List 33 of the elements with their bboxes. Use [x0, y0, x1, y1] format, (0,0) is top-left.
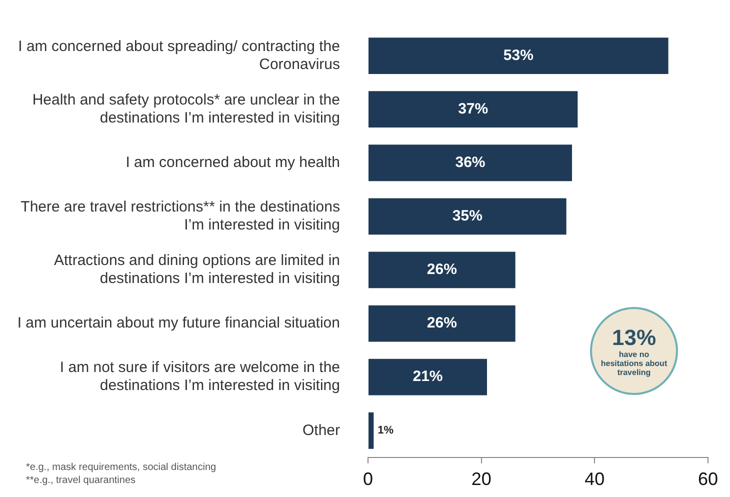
- x-tick-label: 20: [471, 469, 492, 490]
- text: **e.g., travel quarantines: [26, 474, 137, 487]
- data-label: 53%: [503, 46, 534, 64]
- bar: [368, 198, 566, 235]
- y-tick-label: I am concerned about my health: [126, 154, 340, 172]
- data-label: 1%: [378, 424, 394, 437]
- x-tick-label: 60: [698, 469, 718, 490]
- x-tick-label: 40: [584, 469, 605, 490]
- bar: [368, 91, 578, 128]
- y-tick-label: Other: [302, 422, 340, 439]
- bar: [368, 38, 668, 74]
- bar: [368, 412, 374, 449]
- data-label: 36%: [455, 154, 486, 172]
- y-tick-label: There are travel restrictions** in the destinations I’m interested in visiting: [20, 198, 340, 234]
- y-tick-label: Health and safety protocols* are unclear in the destinations I’m interested in visiting: [32, 91, 340, 126]
- data-label: 26%: [426, 261, 457, 278]
- bar: [368, 252, 516, 288]
- bar: [368, 305, 516, 342]
- text: *e.g., mask requirements, social distancing: [26, 461, 216, 474]
- y-tick-label: I am uncertain about my future financial situation: [17, 314, 340, 332]
- y-tick-label: I am concerned about spreading/ contracting the Coronavirus: [18, 38, 340, 73]
- bar: [368, 358, 487, 396]
- y-tick-label: Attractions and dining options are limited in destinations I’m interested in visiting: [54, 252, 340, 288]
- data-label: 37%: [458, 100, 488, 118]
- annotation: have no hesitations about traveling: [600, 350, 668, 376]
- data-label: 26%: [426, 314, 457, 332]
- annotation: 13%: [612, 324, 656, 350]
- x-tick-label: 0: [362, 469, 374, 490]
- y-tick-label: I am not sure if visitors are welcome in the destinations I’m interested in visiting: [60, 359, 340, 394]
- data-label: 21%: [412, 368, 443, 386]
- circle-callout: 13% have no hesitations about traveling: [590, 307, 678, 395]
- bar: [368, 144, 572, 182]
- data-label: 35%: [452, 208, 482, 225]
